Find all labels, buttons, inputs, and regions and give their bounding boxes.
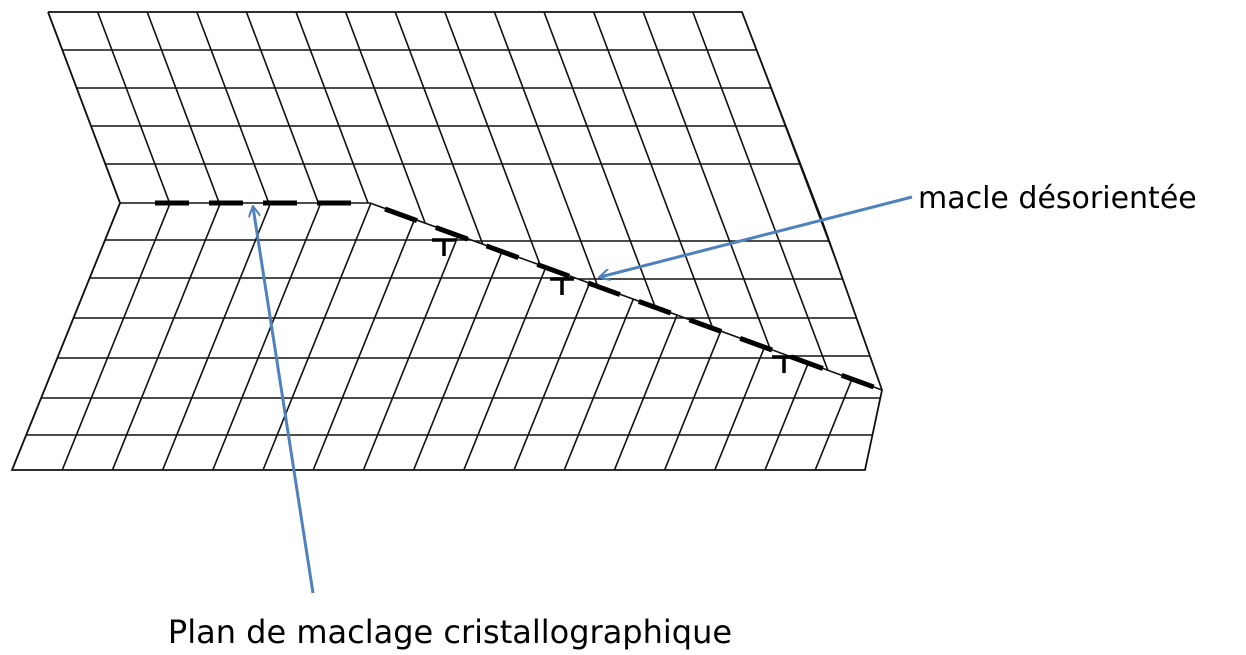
lattice-line bbox=[563, 203, 687, 470]
lattice-line bbox=[12, 203, 34, 470]
lattice-line bbox=[111, 203, 235, 470]
lattice-line bbox=[714, 203, 837, 470]
lattice-line bbox=[663, 203, 787, 470]
lattice-line bbox=[12, 203, 84, 470]
lattice-line bbox=[344, 12, 505, 390]
lattice-line bbox=[613, 203, 737, 470]
boundary-dash bbox=[384, 206, 883, 393]
lattice-line bbox=[161, 203, 285, 470]
dislocations bbox=[432, 238, 796, 373]
lattice-line bbox=[394, 12, 555, 390]
lattice-line bbox=[262, 203, 386, 470]
arrow bbox=[253, 207, 315, 594]
lattice-line bbox=[764, 203, 882, 470]
label: macle désorientée bbox=[918, 181, 1197, 216]
lattice-line bbox=[245, 12, 406, 390]
lattice-line bbox=[444, 12, 604, 390]
lattice-line bbox=[463, 203, 586, 470]
label: Plan de maclage cristallographique bbox=[168, 613, 732, 651]
lattice-line bbox=[692, 12, 852, 390]
lattice-line bbox=[990, 12, 1148, 432]
lattice-line bbox=[840, 12, 882, 390]
lattice-line bbox=[493, 12, 654, 390]
arrow bbox=[600, 195, 913, 277]
lattice-line bbox=[513, 203, 637, 470]
lattice-line bbox=[412, 203, 536, 470]
lattice-line bbox=[941, 12, 1099, 432]
lattice-line bbox=[362, 203, 486, 470]
lattice-line bbox=[642, 12, 803, 390]
lattice-line bbox=[891, 12, 1049, 432]
lattice-line bbox=[146, 12, 307, 390]
lattice-line bbox=[61, 203, 185, 470]
lattice-line bbox=[543, 12, 704, 390]
lattice-line bbox=[592, 12, 753, 390]
lattice-line bbox=[295, 12, 456, 390]
lattice-line bbox=[196, 12, 356, 390]
lattice-line bbox=[48, 12, 158, 390]
lattice-line bbox=[312, 203, 436, 470]
lattice-line bbox=[212, 203, 335, 470]
lattice-line bbox=[96, 12, 257, 390]
upper-lattice bbox=[48, 12, 1148, 432]
twin-boundary bbox=[155, 200, 883, 393]
